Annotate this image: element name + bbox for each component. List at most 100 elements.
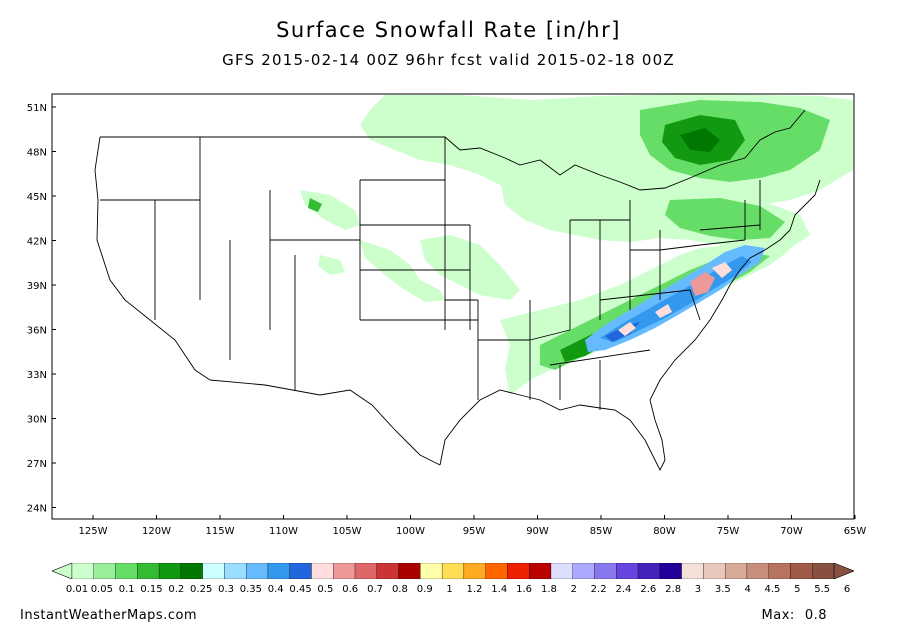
colorbar-label: 2.6 [640,584,657,595]
us-canada-border [100,109,806,191]
colorbar-swatch [441,563,465,579]
colorbar-label: 0.4 [267,584,284,595]
snow-area-west-1 [300,190,360,230]
map-title: Surface Snowfall Rate [in/hr] [276,18,621,42]
colorbar-swatch [550,563,573,579]
colorbar-swatch [768,563,791,579]
map-subtitle: GFS 2015-02-14 00Z 96hr fcst valid 2015-… [222,51,675,69]
lat-tick-label: 42N [27,237,47,248]
mexico-border [209,379,441,466]
colorbar-swatch [158,563,182,579]
colorbar-swatch [311,563,334,579]
max-label: Max: [761,608,795,623]
colorbar-swatch [354,563,377,579]
snow-area-west-3 [318,255,345,275]
colorbar-swatch [115,563,138,579]
colorbar-label: 2 [570,584,577,595]
colorbar-swatch [267,563,290,579]
colorbar-label: 0.25 [190,584,213,595]
colorbar-label: 1.6 [516,584,533,595]
colorbar-swatch [485,563,508,579]
snow-pink-1 [690,272,715,296]
colorbar-swatch [724,563,748,579]
lat-tick-label: 39N [27,281,47,292]
colorbar-label: 2.4 [615,584,632,595]
colorbar-swatch [71,563,94,579]
colorbar-min-arrow [52,563,73,579]
colorbar-swatch [224,563,247,579]
gulf-coast [439,389,666,472]
lon-tick-label: 65W [844,526,867,537]
colorbar-swatch [790,563,813,579]
lat-tick-label: 48N [27,148,47,159]
lon-tick-label: 95W [463,526,486,537]
colorbar-swatch [507,563,530,579]
lon-tick-label: 80W [653,526,676,537]
colorbar-swatch [572,563,595,579]
lat-tick-label: 36N [27,326,47,337]
lat-tick-label: 27N [27,459,47,470]
snowfall-shading [300,94,853,395]
lon-tick-label: 105W [333,526,362,537]
colorbar-label: 0.01 [65,584,89,595]
colorbar-label: 4 [744,584,751,595]
colorbar-swatch [333,563,356,579]
snow-mid-lakes [665,198,785,240]
lon-tick-label: 115W [206,526,235,537]
colorbar-label: 1.2 [466,584,483,595]
colorbar-label: 1.4 [491,584,508,595]
snow-pink-2 [712,262,732,278]
state-boundaries [94,109,821,472]
colorbar-label: 0.05 [90,584,113,595]
lat-tick-label: 33N [27,370,47,381]
max-value: 0.8 [804,608,827,623]
colorbar-swatch [616,563,639,579]
lon-tick-label: 90W [526,526,549,537]
snow-core-canada-2 [680,128,720,152]
colorbar-labels: 0.01 0.05 0.1 0.15 0.2 0.25 0.3 0.35 0.4 0.45 0.5 0… [55,584,855,598]
colorbar-label: 0.15 [140,584,163,595]
colorbar-swatch [529,563,552,579]
colorbar-swatch [703,563,726,579]
lon-tick-label: 100W [396,526,425,537]
colorbar-label: 0.6 [342,584,359,595]
colorbar-label: 0.8 [391,584,408,595]
colorbar-swatch [398,563,421,579]
lon-tick-label: 120W [142,526,171,537]
colorbar-label: 0.5 [317,584,334,595]
west-coast [94,136,211,381]
colorbar-swatch [376,563,399,579]
colorbar-label: 2.2 [590,584,607,595]
lon-tick-label: 70W [780,526,803,537]
colorbar-swatch [289,563,312,579]
colorbar-swatch [246,563,269,579]
colorbar-label: 6 [843,584,851,595]
colorbar-max-arrow [833,563,854,579]
colorbar-swatch [681,563,704,579]
colorbar-label: 5 [794,584,801,595]
lat-tick-label: 24N [27,504,47,515]
colorbar-label: 4.5 [764,584,781,595]
colorbar-label: 1.8 [540,584,557,595]
colorbar-label: 0.2 [168,584,185,595]
colorbar-swatch [420,563,443,579]
colorbar-swatch [137,563,160,579]
colorbar-label: 1 [446,584,453,595]
lat-tick-label: 51N [27,103,47,114]
colorbar-swatch [637,563,660,579]
colorbar-swatch [659,563,682,579]
colorbar-label: 0.1 [118,584,135,595]
snow-mid-west [308,198,322,212]
snow-pink-4 [655,304,672,318]
source-credit: InstantWeatherMaps.com [20,608,198,623]
colorbar-label: 0.35 [239,584,262,595]
colorbar-label: 0.3 [218,584,234,595]
lon-tick-label: 85W [590,526,613,537]
snow-area-west-2 [360,240,445,302]
latitude-axis: 51N 48N 45N 42N 39N 36N 33N 30N 27N 24N [27,103,56,515]
lon-tick-label: 125W [79,526,108,537]
colorbar-label: 5.5 [814,584,831,595]
state-lines [100,137,761,410]
colorbar-swatch [93,563,116,579]
